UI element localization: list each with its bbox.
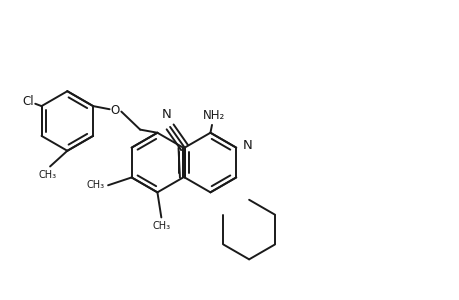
- Text: O: O: [110, 103, 119, 116]
- Text: Cl: Cl: [22, 95, 34, 108]
- Text: NH₂: NH₂: [202, 109, 224, 122]
- Text: N: N: [242, 139, 252, 152]
- Text: CH₃: CH₃: [39, 170, 56, 180]
- Text: CH₃: CH₃: [87, 180, 105, 190]
- Text: CH₃: CH₃: [152, 220, 170, 231]
- Text: N: N: [162, 108, 172, 122]
